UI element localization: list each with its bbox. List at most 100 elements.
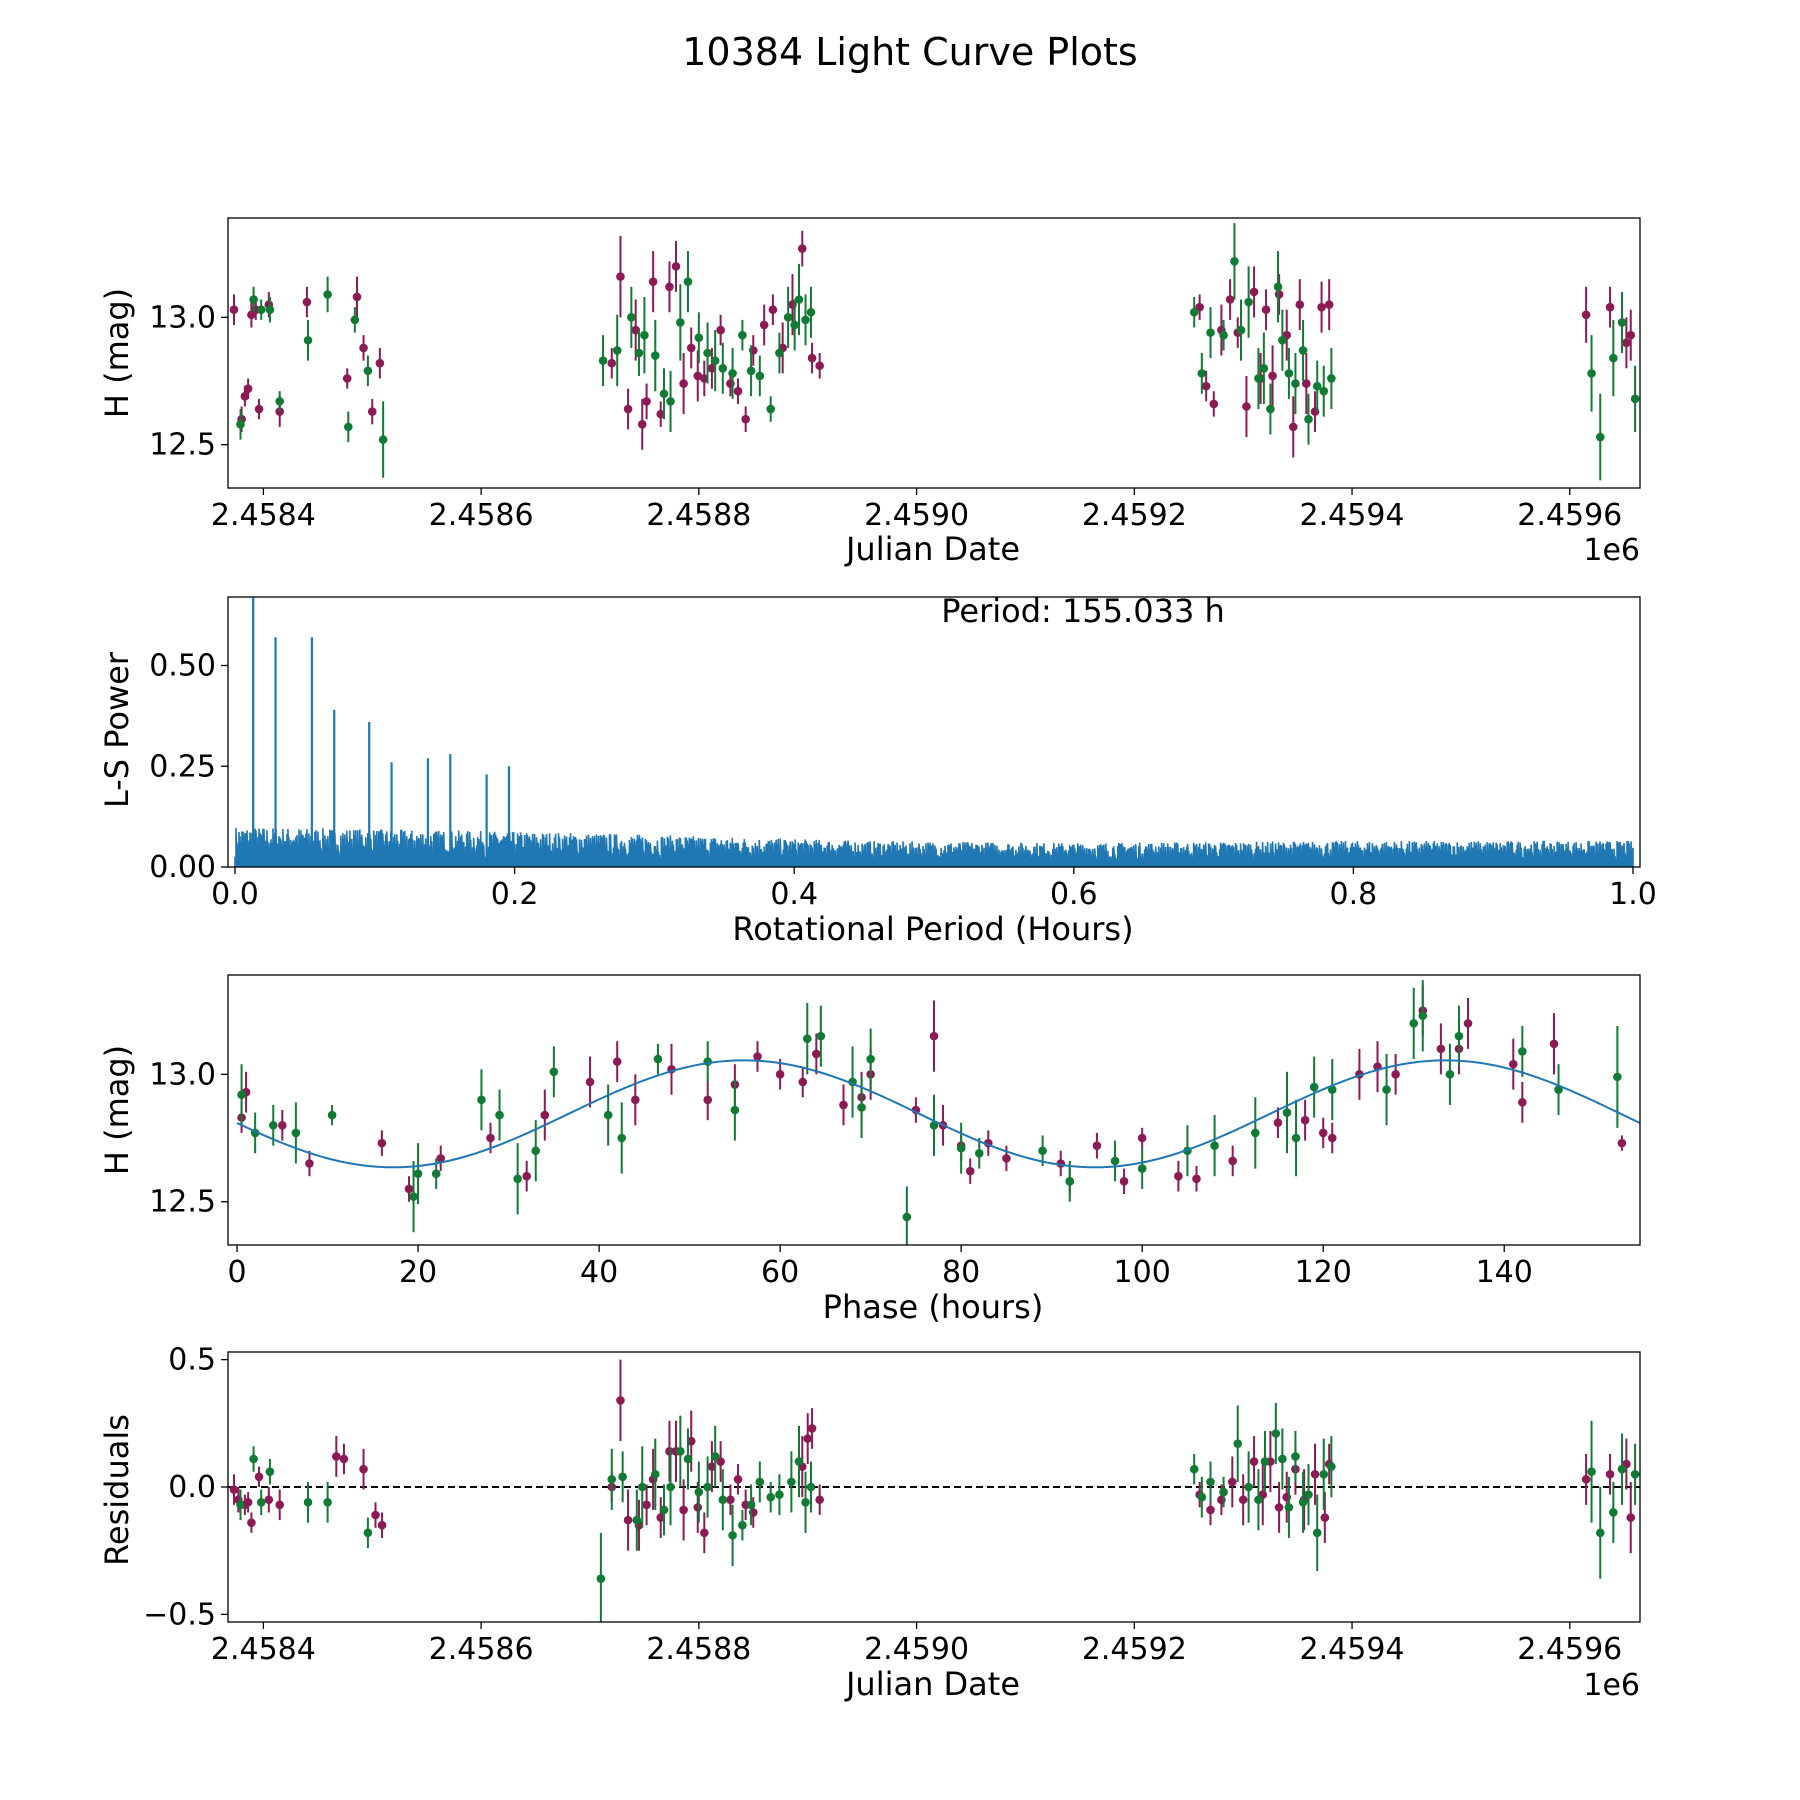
panel-julian-date-xtick-label: 2.4590 bbox=[864, 498, 969, 533]
panel-julian-date-point bbox=[1197, 369, 1207, 378]
panel-residuals-point bbox=[247, 1518, 256, 1527]
panel-julian-date-xtick-label: 2.4586 bbox=[429, 498, 534, 533]
panel-julian-date-point bbox=[1581, 310, 1591, 320]
panel-residuals-point bbox=[1206, 1477, 1215, 1487]
panel-periodogram-xtick-label: 1.0 bbox=[1609, 877, 1657, 912]
panel-phase-point bbox=[866, 1054, 875, 1064]
panel-residuals-point bbox=[236, 1500, 245, 1510]
panel-julian-date-point bbox=[1244, 297, 1253, 307]
panel-julian-date-point bbox=[1291, 379, 1300, 388]
panel-phase-point bbox=[1463, 1019, 1473, 1028]
panel-julian-date-xtick-label: 2.4594 bbox=[1300, 498, 1405, 533]
panel-phase-point bbox=[585, 1077, 595, 1087]
panel-periodogram-xtick-label: 0.2 bbox=[491, 877, 539, 912]
panel-periodogram-ticks: 0.0 0.2 0.4 0.6 0.8 1.0 0.00 0.25 0.50 bbox=[149, 649, 1657, 912]
panel-phase-point bbox=[1282, 1108, 1292, 1117]
panel-julian-date-ylabel: H (mag) bbox=[98, 288, 136, 418]
panel-phase-point bbox=[1617, 1138, 1627, 1148]
panel-julian-date-point bbox=[598, 356, 608, 365]
panel-julian-date-point bbox=[1595, 432, 1605, 442]
panel-residuals-point bbox=[651, 1469, 660, 1479]
panel-residuals-point bbox=[1630, 1469, 1640, 1479]
panel-julian-date-offset-label: 1e6 bbox=[1583, 533, 1640, 568]
panel-phase-point bbox=[1309, 1082, 1319, 1092]
panel-phase-point bbox=[929, 1120, 939, 1130]
panel-residuals-point bbox=[339, 1454, 349, 1464]
panel-residuals-point bbox=[1626, 1513, 1636, 1522]
panel-phase-point bbox=[436, 1154, 446, 1163]
panel-residuals-xlabel: Julian Date bbox=[844, 1665, 1020, 1703]
panel-phase-point bbox=[1327, 1133, 1337, 1143]
panel-residuals-point bbox=[256, 1497, 266, 1507]
panel-residuals-point bbox=[1587, 1467, 1596, 1477]
panel-residuals-ytick-label: 0.5 bbox=[168, 1343, 216, 1378]
panel-julian-date-point bbox=[1626, 330, 1636, 340]
periodogram-line bbox=[234, 828, 1634, 868]
panel-phase-point bbox=[1065, 1177, 1075, 1186]
panel-residuals: Residuals Julian Date 1e6 2.4584 2.4586 2.… bbox=[98, 1343, 1641, 1703]
panel-julian-date-point bbox=[746, 366, 756, 376]
panel-julian-date-point bbox=[1254, 374, 1263, 383]
panel-residuals-xtick-label: 2.4592 bbox=[1082, 1632, 1187, 1667]
panel-residuals-point bbox=[794, 1457, 804, 1466]
panel-phase-point bbox=[617, 1133, 627, 1143]
panel-julian-date-point bbox=[1609, 353, 1618, 363]
panel-julian-date-point bbox=[766, 404, 776, 414]
panel-residuals-point bbox=[1197, 1492, 1207, 1502]
panel-residuals-point bbox=[371, 1510, 380, 1520]
panel-phase-xtick-label: 120 bbox=[1295, 1255, 1352, 1290]
panel-residuals-point bbox=[642, 1500, 651, 1510]
panel-phase-point bbox=[268, 1120, 278, 1130]
panel-julian-date-point bbox=[659, 389, 669, 399]
panel-residuals-ylabel: Residuals bbox=[98, 1414, 136, 1566]
panel-julian-date-point bbox=[1219, 330, 1228, 340]
panel-residuals-point bbox=[243, 1497, 253, 1507]
panel-phase-point bbox=[540, 1110, 550, 1120]
panel-residuals-point bbox=[659, 1505, 669, 1515]
panel-julian-date-point bbox=[806, 307, 816, 317]
panel-julian-date-point bbox=[679, 379, 688, 388]
panel-periodogram-ylabel: L-S Power bbox=[98, 651, 136, 808]
panel-phase-point bbox=[631, 1095, 640, 1105]
panel-julian-date-point bbox=[627, 313, 636, 322]
panel-phase-point bbox=[1210, 1141, 1219, 1150]
panel-residuals-point bbox=[1227, 1477, 1237, 1487]
panel-julian-date-point bbox=[1327, 374, 1336, 383]
panel-julian-date-point bbox=[616, 272, 625, 281]
panel-phase-point bbox=[1382, 1085, 1391, 1094]
panel-residuals-point bbox=[666, 1482, 675, 1492]
panel-julian-date-point bbox=[1288, 422, 1298, 432]
panel-julian-date-xtick-label: 2.4592 bbox=[1082, 498, 1187, 533]
panel-julian-date-point bbox=[1189, 307, 1199, 317]
panel-julian-date-point bbox=[775, 348, 784, 358]
panel-residuals-point bbox=[656, 1513, 666, 1522]
panel-residuals-point bbox=[265, 1467, 275, 1477]
panel-julian-date-point bbox=[707, 363, 717, 373]
panel-julian-date-point bbox=[375, 358, 385, 368]
panel-residuals-point bbox=[686, 1436, 696, 1446]
panel-phase-ytick-label: 12.5 bbox=[149, 1185, 216, 1220]
panel-julian-date-point bbox=[1249, 287, 1259, 297]
panel-phase-ytick-label: 13.0 bbox=[149, 1057, 216, 1092]
panel-periodogram-ytick-label: 0.00 bbox=[149, 850, 216, 885]
panel-periodogram-xtick-label: 0.4 bbox=[770, 877, 818, 912]
panel-phase-point bbox=[1273, 1118, 1283, 1128]
panel-residuals-point bbox=[703, 1482, 712, 1492]
panel-residuals-point bbox=[637, 1482, 647, 1492]
panel-julian-date-point bbox=[1605, 302, 1615, 312]
panel-residuals-point bbox=[1189, 1464, 1199, 1474]
panel-residuals-point bbox=[815, 1495, 824, 1505]
panel-julian-date-point bbox=[637, 420, 647, 429]
panel-julian-date-ytick-label: 13.0 bbox=[149, 300, 216, 335]
panel-julian-date-point bbox=[607, 358, 617, 368]
panel-residuals-point bbox=[254, 1472, 264, 1482]
panel-julian-date-point bbox=[699, 374, 709, 383]
panel-julian-date-point bbox=[759, 320, 769, 330]
panel-phase-point bbox=[431, 1169, 441, 1178]
panel-phase-point bbox=[802, 1034, 812, 1043]
panel-residuals-point bbox=[707, 1462, 717, 1471]
panel-periodogram-xtick-label: 0.8 bbox=[1330, 877, 1378, 912]
panel-julian-date-xlabel: Julian Date bbox=[844, 530, 1020, 568]
panel-julian-date-point bbox=[676, 318, 685, 327]
panel-residuals-point bbox=[377, 1520, 387, 1530]
